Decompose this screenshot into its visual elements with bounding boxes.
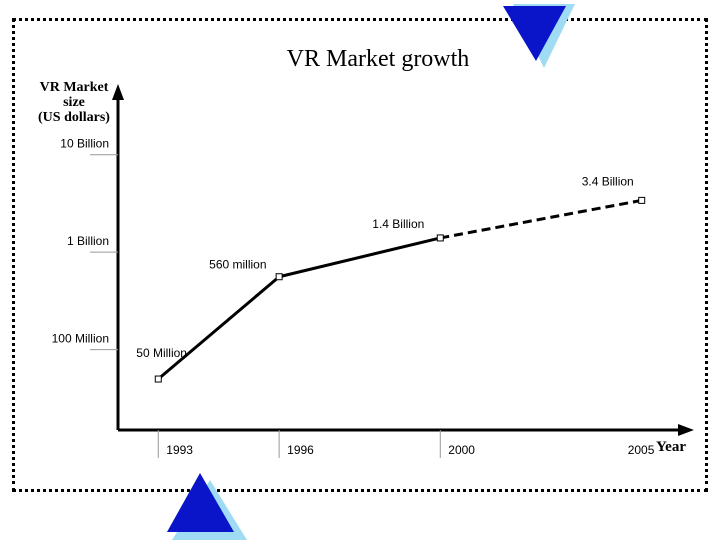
y-tick-label: 1 Billion bbox=[67, 234, 109, 248]
x-tick-label: 2005 bbox=[628, 443, 655, 457]
data-point bbox=[154, 375, 162, 383]
series-market-size: 50 Million 560 million 1.4 Billion 3.4 Bill… bbox=[136, 174, 646, 383]
x-ticks: 1993 1996 2000 2005 bbox=[157, 430, 655, 458]
y-tick-label: 10 Billion bbox=[60, 137, 109, 151]
y-tick-label: 100 Million bbox=[52, 332, 109, 346]
data-label: 50 Million bbox=[136, 346, 187, 360]
data-point bbox=[275, 273, 283, 281]
x-axis-label: Year bbox=[656, 439, 686, 455]
series-segment bbox=[157, 275, 281, 381]
data-label: 560 million bbox=[209, 258, 266, 272]
y-axis-arrow bbox=[112, 84, 124, 100]
data-label: 3.4 Billion bbox=[582, 174, 634, 188]
y-axis-label-line-2: size bbox=[63, 95, 85, 110]
x-tick-label: 1993 bbox=[166, 443, 193, 457]
x-tick-label: 2000 bbox=[448, 443, 475, 457]
y-axis-label: VR Market size (US dollars) bbox=[38, 80, 110, 125]
data-label: 1.4 Billion bbox=[372, 217, 424, 231]
deco-triangle-dark-top bbox=[503, 6, 566, 61]
slide-border bbox=[12, 18, 708, 492]
chart-title: VR Market growth bbox=[287, 46, 470, 72]
series-segment-projected bbox=[440, 198, 642, 240]
series-segment bbox=[278, 236, 441, 279]
x-axis-arrow bbox=[678, 424, 694, 436]
y-ticks: 10 Billion 1 Billion 100 Million bbox=[52, 137, 118, 351]
data-point bbox=[436, 234, 444, 242]
deco-triangle-dark-bottom bbox=[167, 473, 234, 532]
x-tick-label: 1996 bbox=[287, 443, 314, 457]
y-axis-label-line-3: (US dollars) bbox=[38, 110, 110, 125]
data-point bbox=[638, 196, 646, 204]
y-axis-label-line-1: VR Market bbox=[40, 80, 109, 95]
